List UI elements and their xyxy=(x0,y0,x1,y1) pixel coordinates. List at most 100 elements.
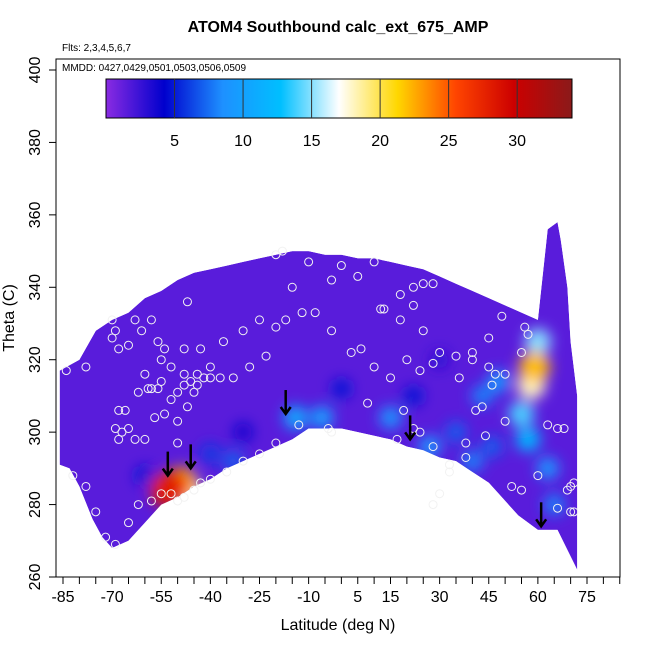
sample-point xyxy=(444,460,454,470)
sample-point xyxy=(444,467,454,477)
sample-point xyxy=(196,478,206,488)
sample-point xyxy=(517,485,526,495)
colorbar-tick-label: 25 xyxy=(440,133,458,150)
sample-point xyxy=(304,257,314,267)
sample-point xyxy=(238,326,248,336)
sample-point xyxy=(173,416,183,426)
x-tick-label: 30 xyxy=(431,589,449,606)
sample-point xyxy=(124,340,133,350)
sample-point xyxy=(566,507,576,517)
x-axis: -85 -70 -55 -40 -25 -10 5 15 30 45 60 75 xyxy=(51,577,621,606)
field-cell xyxy=(233,422,253,442)
arrow-marker xyxy=(279,390,292,417)
y-tick-label: 260 xyxy=(27,564,44,591)
sample-point xyxy=(143,384,153,394)
sample-point xyxy=(160,409,170,419)
plot-frame xyxy=(55,58,621,578)
sample-point xyxy=(408,300,418,310)
sample-point xyxy=(150,413,160,423)
field-cell xyxy=(283,405,308,430)
sample-point xyxy=(490,369,500,379)
sample-point xyxy=(484,362,494,372)
sample-point xyxy=(81,481,91,491)
sample-point xyxy=(356,344,366,354)
sample-point xyxy=(238,456,248,466)
sample-point xyxy=(110,326,120,336)
sample-point xyxy=(487,380,497,390)
colorbar-tick-label: 20 xyxy=(371,133,389,150)
sample-point xyxy=(553,503,563,513)
sample-point xyxy=(166,362,176,372)
sample-point xyxy=(277,246,287,256)
field-cell xyxy=(487,370,510,393)
sample-point xyxy=(179,344,189,354)
sample-point xyxy=(182,297,192,307)
sample-point xyxy=(215,373,225,383)
colorbar xyxy=(105,78,573,119)
field-cell xyxy=(524,328,552,355)
sample-point xyxy=(133,387,143,397)
sample-point xyxy=(480,431,490,441)
field-cell xyxy=(403,386,424,406)
field-cell xyxy=(536,457,559,480)
sample-point xyxy=(153,384,163,394)
sample-point xyxy=(261,351,271,361)
x-tick-label: -85 xyxy=(51,589,74,606)
sample-point xyxy=(166,395,176,405)
sample-point xyxy=(336,261,346,271)
field-cell xyxy=(418,435,441,458)
field-cell xyxy=(331,378,352,399)
sample-point xyxy=(124,518,133,528)
sample-point xyxy=(182,402,192,412)
x-tick-label: 60 xyxy=(529,589,547,606)
sample-point xyxy=(461,438,471,448)
sample-point xyxy=(500,416,510,426)
field-cell xyxy=(518,351,551,383)
sample-point xyxy=(562,485,572,495)
sample-point xyxy=(418,279,428,289)
sample-point xyxy=(107,333,117,343)
y-tick-label: 400 xyxy=(27,57,44,84)
x-tick-label: -70 xyxy=(101,589,124,606)
sample-point xyxy=(189,485,199,495)
sample-point xyxy=(454,373,464,383)
x-tick-label: -10 xyxy=(297,589,320,606)
sample-point xyxy=(255,315,264,325)
sample-point xyxy=(140,369,150,379)
colorbar-tick-label: 5 xyxy=(170,133,179,150)
arrow-marker xyxy=(404,415,417,442)
sample-point xyxy=(517,347,526,357)
field-cell xyxy=(200,443,221,464)
sample-point xyxy=(101,532,111,542)
field-cell xyxy=(445,421,467,443)
y-axis-label: Theta (C) xyxy=(1,284,18,352)
sample-point xyxy=(156,355,166,365)
sample-point xyxy=(379,304,389,314)
sample-point xyxy=(507,481,517,491)
y-tick-label: 360 xyxy=(27,201,44,228)
sample-point xyxy=(415,427,425,437)
sample-point xyxy=(533,471,543,481)
y-axis: 260 280 300 320 340 360 380 400 xyxy=(27,57,56,591)
sample-point xyxy=(114,344,124,354)
sample-point xyxy=(140,434,150,444)
sample-point xyxy=(133,500,143,510)
sample-point xyxy=(467,347,477,357)
sample-point xyxy=(369,257,379,267)
y-tick-label: 280 xyxy=(27,491,44,518)
colorbar-tick-label: 30 xyxy=(508,133,526,150)
sample-point xyxy=(327,326,337,336)
sample-points xyxy=(61,246,579,549)
sample-point xyxy=(173,387,183,397)
field-cell xyxy=(379,406,402,429)
sample-point xyxy=(497,311,507,321)
field-cell xyxy=(135,465,155,486)
sample-point xyxy=(297,308,307,318)
x-tick-label: -55 xyxy=(150,589,173,606)
colorbar-tick-label: 15 xyxy=(303,133,321,150)
sample-point xyxy=(189,387,199,397)
sample-point xyxy=(346,347,356,357)
sample-point xyxy=(114,434,124,444)
sample-point xyxy=(205,373,215,383)
sample-point xyxy=(160,344,170,354)
